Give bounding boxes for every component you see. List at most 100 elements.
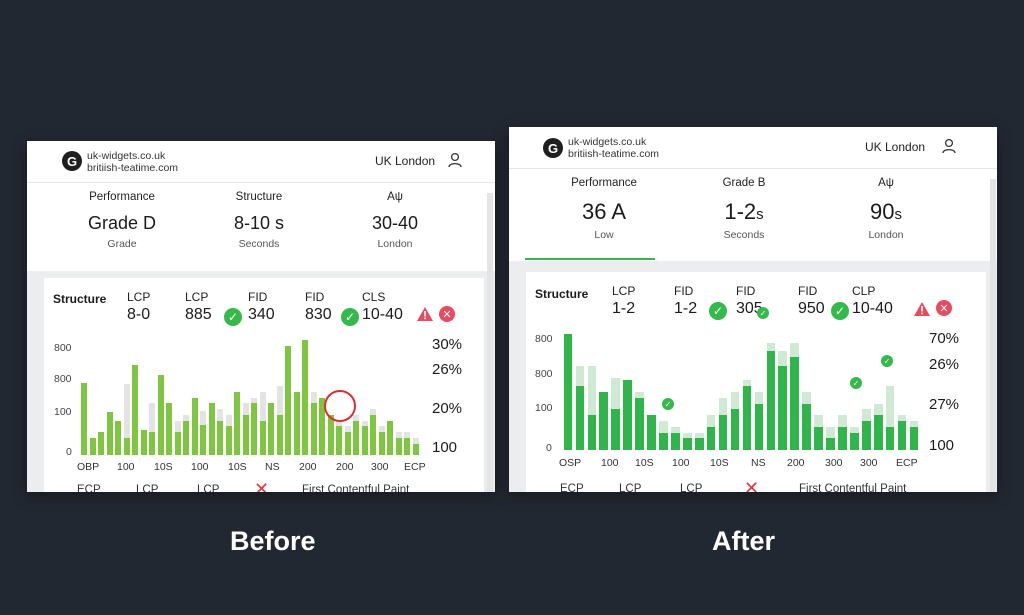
fail-x-icon: ✕: [254, 479, 270, 492]
x-axis-tick: 300: [371, 461, 389, 473]
error-icon: ✕: [936, 300, 952, 316]
site-domain-primary: uk-widgets.co.uk: [568, 136, 647, 148]
chart-bar: [766, 351, 776, 450]
y-axis-tick: 0: [66, 446, 72, 458]
caption-after: After: [712, 526, 776, 556]
warning-icon: [417, 307, 433, 321]
chart-bar: [873, 415, 883, 450]
summary-metrics: Performance 36 A Low Grade B 1-2s Second…: [509, 169, 997, 261]
site-header: G uk-widgets.co.uk britiish-teatime.com …: [27, 141, 495, 183]
check-circle-icon: ✓: [709, 302, 727, 320]
site-name[interactable]: uk-widgets.co.uk britiish-teatime.com: [568, 136, 659, 160]
x-axis-tick: NS: [751, 457, 766, 469]
cwv-key: FID: [305, 290, 325, 304]
chart-bar: [98, 432, 105, 455]
location-label: UK London: [865, 140, 926, 154]
core-web-vitals-card: Structure LCP 1-2 FID 1-2 ✓ FID 305 FID 950 …: [526, 272, 986, 492]
metric-label: Performance: [571, 177, 637, 189]
scrollbar[interactable]: [990, 179, 996, 492]
cwv-value: 885: [185, 306, 212, 323]
chart-bar: [838, 426, 847, 450]
metric-value-main: 36 A: [581, 199, 627, 224]
site-domain-primary: uk-widgets.co.uk: [87, 150, 166, 162]
location-label: UK London: [375, 154, 436, 168]
x-axis-tick: NS: [265, 461, 280, 473]
metric-region: Aψ 30-40 London: [340, 191, 450, 250]
x-axis-tick: 300: [825, 457, 843, 469]
chart-bar: [412, 443, 419, 455]
bottom-label-fcp: First Contentful Paint: [302, 484, 410, 492]
chart-bar: [754, 403, 764, 450]
cwv-key: CLP: [852, 284, 876, 298]
cwv-metric: LCP 885: [185, 290, 212, 324]
chart-bar: [395, 437, 402, 455]
chart-bar: [909, 426, 919, 450]
cwv-value: 10-40: [852, 300, 893, 317]
check-circle-icon: ✓: [224, 308, 242, 326]
chart-bar: [370, 414, 377, 455]
x-axis-tick: 100: [672, 457, 690, 469]
cwv-value: 305: [736, 300, 763, 317]
bottom-label: LCP: [136, 484, 159, 492]
cwv-bar-chart: [80, 340, 420, 455]
chart-bar-background: [885, 386, 895, 450]
user-icon[interactable]: [447, 152, 463, 168]
metric-performance[interactable]: Performance 36 A Low: [549, 177, 659, 241]
error-icon: ✕: [439, 306, 455, 322]
metric-label: Aψ: [387, 191, 403, 203]
right-axis-label: 70%: [929, 330, 960, 347]
chart-bar: [191, 397, 198, 455]
chart-bar: [208, 403, 215, 455]
fail-x-icon: ✕: [744, 478, 760, 492]
chart-bar: [826, 438, 835, 450]
site-name[interactable]: uk-widgets.co.uk britiish-teatime.com: [87, 150, 178, 174]
site-domain-secondary: britiish-teatime.com: [87, 162, 179, 174]
x-axis-tick: 100: [191, 461, 209, 473]
chart-bar: [635, 397, 644, 450]
bottom-label: LCP: [680, 483, 703, 492]
scrollbar[interactable]: [487, 193, 493, 492]
y-axis-tick: 800: [54, 342, 72, 354]
metric-sub: London: [868, 229, 904, 241]
x-axis-tick: 100: [117, 461, 135, 473]
cwv-metric: CLS 10-40: [362, 290, 403, 324]
cwv-key: LCP: [127, 290, 151, 304]
cwv-metric: FID 340: [248, 290, 275, 324]
chart-bar: [378, 432, 385, 455]
bottom-label: LCP: [197, 484, 220, 492]
chart-bar: [587, 415, 597, 450]
right-axis-label: 100: [432, 439, 458, 456]
right-axis-label: 26%: [929, 356, 960, 373]
cwv-key: LCP: [612, 284, 636, 298]
chart-bar: [157, 374, 164, 455]
x-axis-tick: 10S: [228, 461, 247, 473]
metric-value: Grade D: [87, 213, 157, 233]
x-axis-tick: 10S: [635, 457, 654, 469]
metric-value-main: 90: [870, 199, 895, 224]
chart-bar: [647, 415, 656, 450]
chart-bar-background: [587, 366, 597, 450]
right-axis-label: 20%: [432, 400, 463, 417]
metric-value: 36 A: [549, 199, 659, 225]
metric-value: 1-2s: [689, 199, 799, 225]
cwv-value: 1-2: [674, 300, 698, 317]
chart-bar: [276, 414, 283, 455]
chart-bar: [599, 392, 609, 450]
chart-bar: [217, 420, 224, 455]
cwv-metric: FID 305: [736, 284, 763, 318]
chart-bar: [387, 420, 394, 455]
user-icon[interactable]: [941, 138, 957, 154]
chart-bar: [742, 386, 752, 450]
metric-label: Performance: [89, 191, 155, 203]
chart-bar: [862, 421, 871, 450]
cwv-metric: FID 1-2: [674, 284, 697, 318]
metric-structure: Structure 8-10 s Seconds: [204, 191, 314, 250]
chart-bar: [611, 409, 620, 450]
chart-bar: [802, 403, 811, 450]
x-axis-tick: 200: [336, 461, 354, 473]
site-logo-icon: G: [62, 151, 82, 171]
metric-value: 90s: [831, 199, 941, 225]
chart-bar: [183, 420, 190, 455]
after-screenshot-panel: G uk-widgets.co.uk britiish-teatime.com …: [509, 127, 997, 492]
before-screenshot-panel: G uk-widgets.co.uk britiish-teatime.com …: [27, 141, 495, 492]
